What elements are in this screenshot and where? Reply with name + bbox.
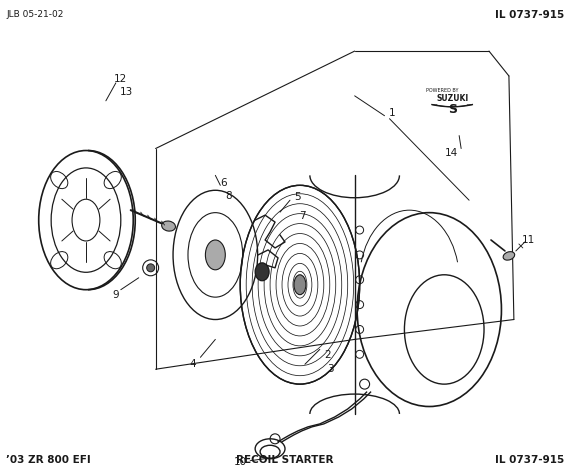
Text: 6: 6: [220, 178, 227, 188]
Text: SUZUKI: SUZUKI: [436, 95, 468, 104]
Text: 8: 8: [225, 191, 232, 201]
Ellipse shape: [162, 221, 175, 231]
Text: POWERED BY: POWERED BY: [426, 88, 459, 94]
Text: 14: 14: [445, 148, 458, 158]
Text: 5: 5: [295, 192, 301, 202]
Text: 3: 3: [327, 364, 334, 374]
Text: S: S: [448, 103, 457, 116]
Ellipse shape: [294, 275, 306, 294]
Text: IL 0737-915: IL 0737-915: [496, 455, 565, 465]
Ellipse shape: [255, 263, 269, 281]
Ellipse shape: [206, 240, 226, 270]
Text: 10: 10: [234, 456, 247, 466]
Ellipse shape: [503, 252, 514, 260]
Circle shape: [147, 264, 155, 272]
Text: 7: 7: [300, 211, 306, 221]
Text: 4: 4: [189, 359, 196, 369]
Text: 12: 12: [114, 74, 127, 84]
Text: 9: 9: [112, 290, 119, 300]
Text: JLB 05-21-02: JLB 05-21-02: [6, 10, 64, 19]
Text: ’03 ZR 800 EFI: ’03 ZR 800 EFI: [6, 455, 91, 465]
Text: 1: 1: [389, 108, 396, 118]
Text: RECOIL STARTER: RECOIL STARTER: [236, 455, 334, 465]
Text: IL 0737-915: IL 0737-915: [496, 10, 565, 20]
Text: 2: 2: [324, 350, 331, 361]
Text: 13: 13: [120, 87, 134, 97]
Text: 11: 11: [522, 235, 536, 245]
